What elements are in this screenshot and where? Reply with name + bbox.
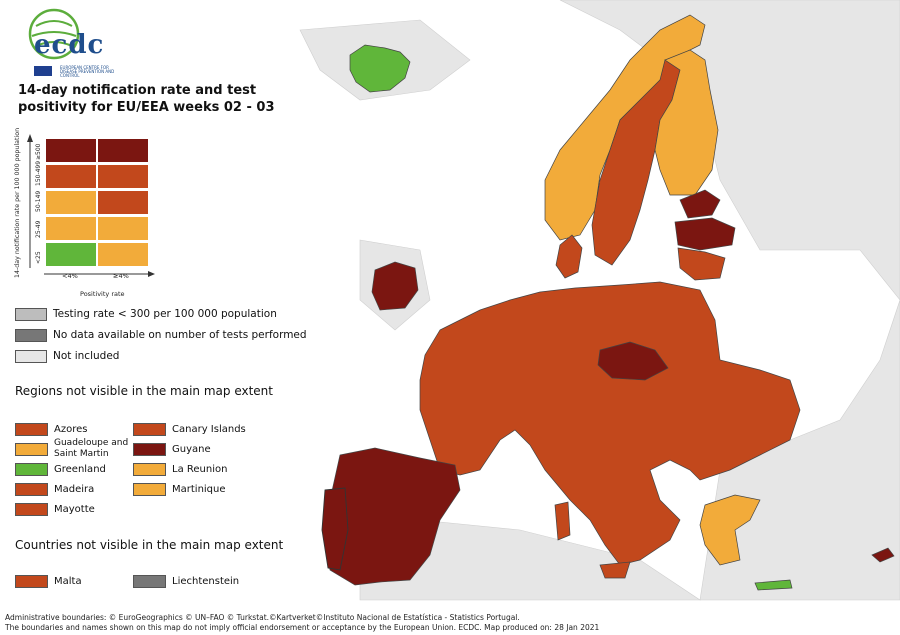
y-axis-arrow [27, 134, 33, 268]
matrix-cell [45, 216, 97, 241]
country-label: Malta [54, 576, 82, 587]
region-label: Greenland [54, 464, 106, 475]
central-europe-shape [419, 281, 801, 566]
matrix-cell [45, 138, 97, 163]
matrix-row-label: ≥500 [35, 143, 42, 160]
region-label: La Reunion [172, 464, 228, 475]
latvia-shape [674, 217, 736, 251]
footer-line-1: Administrative boundaries: © EuroGeograp… [5, 613, 520, 622]
matrix-col-label: <4% [62, 272, 78, 280]
countries-heading-text: Countries not visible in the main map ex… [15, 538, 284, 552]
matrix-cell [45, 164, 97, 189]
cyprus-shape [871, 547, 895, 563]
countries-heading: Countries not visible in the main map ex… [15, 538, 283, 553]
portugal-shape [321, 487, 349, 571]
region-swatch [133, 463, 166, 476]
regions-heading: Regions not visible in the main map exte… [15, 384, 273, 399]
estonia-shape [679, 189, 721, 219]
greece-shape [699, 494, 761, 566]
denmark-shape [555, 234, 583, 279]
europe-map [299, 0, 900, 601]
regions-heading-text: Regions not visible in the main map exte… [15, 384, 273, 398]
matrix-row-label: 150-499 [35, 160, 42, 186]
x-axis-arrow [44, 271, 155, 277]
country-swatch [15, 575, 48, 588]
matrix-cell [97, 164, 149, 189]
region-swatch [15, 463, 48, 476]
region-swatch [133, 423, 166, 436]
matrix-cell [97, 138, 149, 163]
region-swatch [15, 503, 48, 516]
country-label: Liechtenstein [172, 576, 240, 587]
matrix-row-label: <25 [35, 251, 42, 264]
ecdc-logo [28, 8, 80, 76]
matrix-x-axis-label: Positivity rate [80, 290, 125, 298]
region-swatch [133, 483, 166, 496]
region-label: Guyane [172, 444, 211, 455]
lithuania-shape [677, 247, 726, 281]
footer-line-2: The boundaries and names shown on this m… [5, 623, 600, 632]
matrix-cell [45, 242, 97, 267]
matrix-cell [97, 242, 149, 267]
iceland-shape [349, 44, 411, 93]
map-title: 14-day notification rate and test positi… [18, 83, 275, 115]
sardinia-shape [554, 501, 571, 541]
region-label: Canary Islands [172, 424, 246, 435]
region-label: Mayotte [54, 504, 95, 515]
matrix-cell [97, 190, 149, 215]
region-swatch [15, 443, 48, 456]
region-label: Guadeloupe and Saint Martin [54, 438, 129, 459]
region-label: Martinique [172, 484, 226, 495]
region-swatch [15, 483, 48, 496]
region-swatch [133, 443, 166, 456]
legend-swatch [15, 308, 47, 321]
matrix-col-label: ≥4% [113, 272, 129, 280]
sicily-shape [599, 561, 631, 579]
footer: Administrative boundaries: © EuroGeograp… [5, 613, 895, 633]
legend-label: Testing rate < 300 per 100 000 populatio… [53, 308, 277, 320]
matrix-y-axis-label: 14-day notification rate per 100 000 pop… [14, 127, 21, 278]
matrix-cell [97, 216, 149, 241]
legend-swatch [15, 329, 47, 342]
logo-text: ecdc [34, 30, 105, 60]
legend-swatch [15, 350, 47, 363]
matrix-row-label: 25-49 [35, 220, 42, 238]
legend-label: No data available on number of tests per… [53, 329, 307, 341]
legend-panel: ecdc EUROPEAN CENTRE FOR DISEASE PREVENT… [0, 0, 330, 615]
crete-shape [754, 579, 793, 591]
legend-label: Not included [53, 350, 120, 362]
czechia-shape [597, 341, 669, 381]
country-swatch [133, 575, 166, 588]
finland-shape [654, 49, 719, 196]
region-label: Madeira [54, 484, 95, 495]
ireland-shape [371, 261, 419, 311]
region-swatch [15, 423, 48, 436]
matrix-row-label: 50-149 [35, 190, 42, 212]
matrix-cell [45, 190, 97, 215]
logo-subtitle: EUROPEAN CENTRE FOR DISEASE PREVENTION A… [60, 65, 115, 78]
region-label: Azores [54, 424, 88, 435]
